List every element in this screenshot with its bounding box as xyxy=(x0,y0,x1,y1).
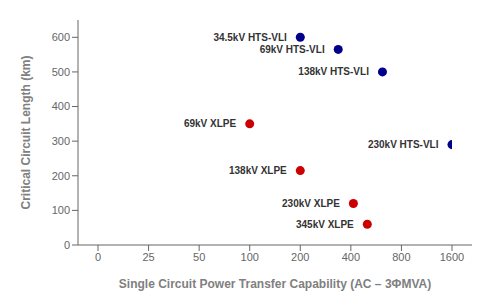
svg-text:25: 25 xyxy=(142,251,154,263)
svg-text:345kV XLPE: 345kV XLPE xyxy=(296,219,354,230)
svg-text:200: 200 xyxy=(52,170,70,182)
svg-text:Single Circuit Power Transfer: Single Circuit Power Transfer Capability… xyxy=(119,277,431,291)
svg-text:230kV HTS-VLI: 230kV HTS-VLI xyxy=(368,139,439,150)
svg-text:0: 0 xyxy=(95,251,101,263)
svg-text:138kV XLPE: 138kV XLPE xyxy=(229,165,287,176)
svg-text:69kV XLPE: 69kV XLPE xyxy=(184,118,237,129)
svg-text:400: 400 xyxy=(342,251,360,263)
svg-text:50: 50 xyxy=(193,251,205,263)
svg-text:200: 200 xyxy=(291,251,309,263)
svg-text:100: 100 xyxy=(52,204,70,216)
svg-text:34.5kV HTS-VLI: 34.5kV HTS-VLI xyxy=(213,32,287,43)
svg-text:800: 800 xyxy=(392,251,410,263)
svg-text:230kV XLPE: 230kV XLPE xyxy=(282,198,340,209)
svg-text:400: 400 xyxy=(52,100,70,112)
svg-text:69kV HTS-VLI: 69kV HTS-VLI xyxy=(260,44,325,55)
svg-text:500: 500 xyxy=(52,66,70,78)
svg-text:1600: 1600 xyxy=(440,251,464,263)
svg-text:Critical Circuit Length (km): Critical Circuit Length (km) xyxy=(19,55,33,209)
svg-text:138kV HTS-VLI: 138kV HTS-VLI xyxy=(298,66,369,77)
svg-text:600: 600 xyxy=(52,31,70,43)
svg-text:0: 0 xyxy=(64,239,70,251)
svg-text:100: 100 xyxy=(241,251,259,263)
svg-text:300: 300 xyxy=(52,135,70,147)
